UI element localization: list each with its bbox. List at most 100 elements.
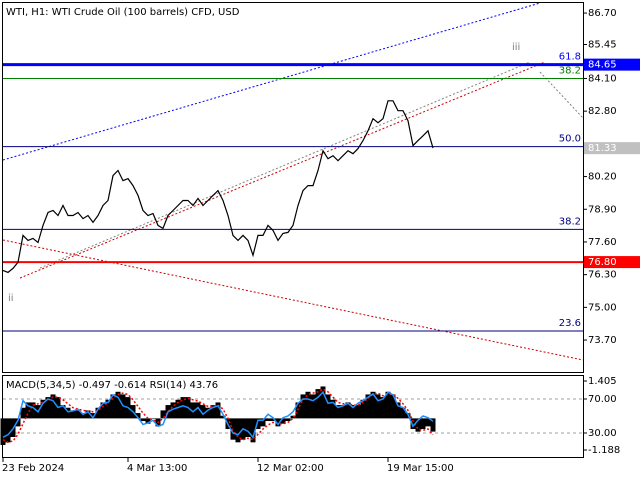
price-tag-label: 81.33 xyxy=(588,143,617,154)
histogram-bar xyxy=(415,418,421,432)
histogram-bar xyxy=(40,399,46,419)
histogram-bar xyxy=(100,402,106,419)
histogram-bar xyxy=(5,418,11,443)
histogram-bar xyxy=(80,413,86,419)
histogram-bar xyxy=(275,418,281,427)
channel-line xyxy=(2,239,584,361)
y-tick-label: 85.45 xyxy=(588,40,617,51)
histogram-bar xyxy=(245,418,251,438)
histogram-bar xyxy=(365,394,371,419)
x-tick-label: 12 Mar 02:00 xyxy=(257,463,324,474)
histogram-bar xyxy=(400,407,406,419)
x-tick-label: 23 Feb 2024 xyxy=(2,463,64,474)
histogram-bar xyxy=(325,394,331,419)
y-tick-label: 75.00 xyxy=(588,302,617,313)
wave-line xyxy=(539,71,584,119)
histogram-bar xyxy=(205,407,211,419)
chart-title: WTI, H1: WTI Crude Oil (100 barrels) CFD… xyxy=(6,7,240,18)
wave-label: ii xyxy=(8,293,14,304)
histogram-bar xyxy=(300,394,306,419)
histogram-bar xyxy=(360,399,366,419)
level-label: 38.2 xyxy=(559,216,581,227)
x-tick-label: 4 Mar 13:00 xyxy=(127,463,187,474)
level-label: 23.6 xyxy=(559,318,581,329)
indicator-title: MACD(5,34,5) -0.497 -0.614 RSI(14) 43.76 xyxy=(6,380,218,391)
histogram-bar xyxy=(0,418,6,445)
histogram-bar xyxy=(65,407,71,419)
histogram-bar xyxy=(15,418,21,427)
histogram-bar xyxy=(115,391,121,419)
y-tick-label: 77.60 xyxy=(588,237,617,248)
price-line xyxy=(2,100,434,274)
level-label: 50.0 xyxy=(559,134,581,145)
y-tick-label: 84.10 xyxy=(588,73,617,84)
price-tag xyxy=(584,142,640,155)
histogram-bar xyxy=(425,418,431,427)
histogram-bar xyxy=(270,418,276,422)
trend-lines xyxy=(2,2,584,361)
histogram-bar xyxy=(195,402,201,419)
histogram-bar xyxy=(220,415,226,419)
x-tick-label: 19 Mar 15:00 xyxy=(387,463,454,474)
histogram-bar xyxy=(50,394,56,419)
y2-tick-label: 30.00 xyxy=(588,428,617,439)
y-tick-label: 78.90 xyxy=(588,204,617,215)
y-tick-label: 73.70 xyxy=(588,335,617,346)
histogram-bar xyxy=(60,405,66,419)
channel-line xyxy=(2,2,541,161)
histogram-bar xyxy=(345,402,351,419)
price-tag xyxy=(584,58,640,71)
wave-label: iii xyxy=(512,42,520,53)
main-panel xyxy=(2,2,584,373)
y-tick-label: 80.20 xyxy=(588,172,617,183)
histogram-bar xyxy=(375,394,381,419)
histogram-bar xyxy=(190,402,196,419)
histogram-bar xyxy=(370,391,376,419)
histogram-bar xyxy=(150,418,156,419)
histogram-bar xyxy=(30,402,36,419)
histogram-bar xyxy=(430,418,436,432)
histogram-bar xyxy=(160,410,166,419)
histogram-bar xyxy=(390,394,396,419)
y-tick-label: 82.80 xyxy=(588,106,617,117)
y-tick-label: -1.188 xyxy=(588,445,620,456)
histogram-bar xyxy=(250,418,256,443)
histogram-bar xyxy=(315,389,321,419)
histogram-bar xyxy=(285,418,291,422)
price-tag xyxy=(584,256,640,269)
histogram-bar xyxy=(215,402,221,419)
histogram-bar xyxy=(420,418,426,430)
histogram-bar xyxy=(265,418,271,422)
histogram-bar xyxy=(135,413,141,419)
histogram-bar xyxy=(25,402,31,419)
histogram-bar xyxy=(340,405,346,419)
histogram-bar xyxy=(45,397,51,419)
histogram-bar xyxy=(235,418,241,443)
wave-line xyxy=(39,61,531,269)
histogram-bar xyxy=(320,386,326,419)
level-label: 38.2 xyxy=(559,65,581,76)
histogram-bar xyxy=(280,418,286,424)
histogram-bar xyxy=(310,394,316,419)
histogram-bar xyxy=(355,405,361,419)
histogram-bar xyxy=(210,405,216,419)
level-label: 61.8 xyxy=(559,52,581,63)
histogram-bar xyxy=(330,399,336,419)
histogram-bar xyxy=(350,405,356,419)
histogram-bar xyxy=(140,418,146,422)
y-tick-label: 76.30 xyxy=(588,270,617,281)
histogram-bar xyxy=(75,410,81,419)
histogram-bar xyxy=(290,415,296,419)
histogram-bar xyxy=(90,413,96,419)
channel-line xyxy=(19,61,546,279)
y2-tick-label: 70.00 xyxy=(588,394,617,405)
histogram-bar xyxy=(110,394,116,419)
histogram-bar xyxy=(255,418,261,430)
histogram-bar xyxy=(95,407,101,419)
indicator-panel xyxy=(2,375,584,458)
histogram-bar xyxy=(145,418,151,424)
histogram-bar xyxy=(20,407,26,419)
histogram-bar xyxy=(260,418,266,427)
histogram-bar xyxy=(395,402,401,419)
